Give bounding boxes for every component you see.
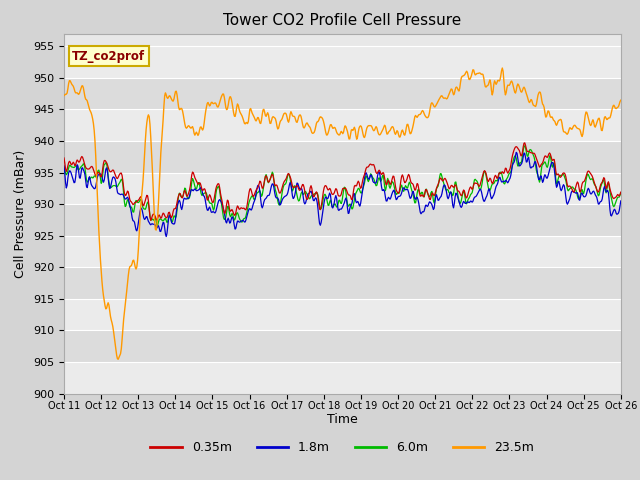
Bar	[64, 204, 621, 236]
Legend: 0.35m, 1.8m, 6.0m, 23.5m: 0.35m, 1.8m, 6.0m, 23.5m	[145, 436, 540, 459]
Bar	[64, 141, 621, 172]
Bar	[64, 78, 621, 109]
Bar	[64, 362, 621, 394]
Bar	[64, 172, 621, 204]
X-axis label: Time: Time	[327, 413, 358, 426]
Bar	[64, 299, 621, 330]
Bar	[64, 46, 621, 78]
Bar	[64, 267, 621, 299]
Y-axis label: Cell Pressure (mBar): Cell Pressure (mBar)	[15, 149, 28, 278]
Bar	[64, 109, 621, 141]
Bar	[64, 330, 621, 362]
Title: Tower CO2 Profile Cell Pressure: Tower CO2 Profile Cell Pressure	[223, 13, 461, 28]
Bar	[64, 236, 621, 267]
Text: TZ_co2prof: TZ_co2prof	[72, 50, 145, 63]
